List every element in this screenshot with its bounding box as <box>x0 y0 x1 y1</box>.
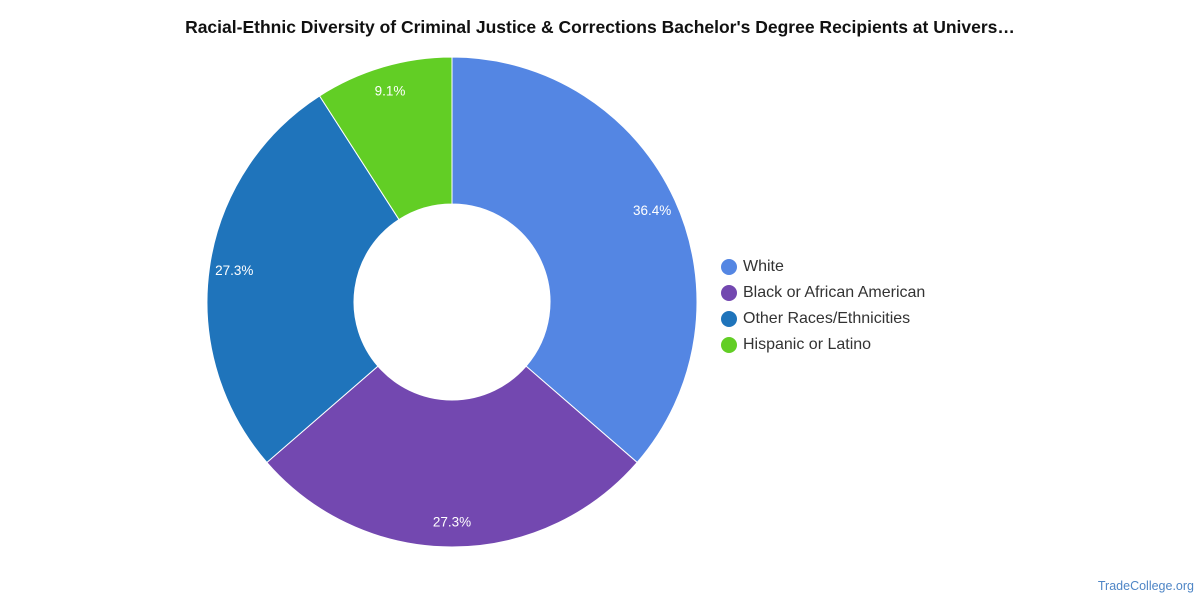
legend: White Black or African American Other Race… <box>721 254 925 358</box>
legend-label: White <box>743 258 784 275</box>
slice-white[interactable] <box>451 56 698 464</box>
slices-group <box>206 56 698 548</box>
legend-label: Other Races/Ethnicities <box>743 310 911 327</box>
slice-label-white: 36.4% <box>633 203 671 218</box>
slice-label-other-races-ethnicities: 27.3% <box>215 263 253 278</box>
slice-hispanic-or-latino[interactable] <box>318 56 453 221</box>
slice-label-black-or-african-american: 27.3% <box>433 515 471 530</box>
slice-labels-group: 36.4% 27.3% 27.3% 9.1% <box>215 83 671 529</box>
slice-label-hispanic-or-latino: 9.1% <box>375 83 406 98</box>
legend-swatch-icon <box>721 337 737 353</box>
legend-swatch-icon <box>721 285 737 301</box>
legend-item-black-or-african-american[interactable]: Black or African American <box>721 280 925 306</box>
legend-item-white[interactable]: White <box>721 254 925 280</box>
legend-swatch-icon <box>721 259 737 275</box>
chart-title: Racial-Ethnic Diversity of Criminal Just… <box>185 17 1015 37</box>
slice-other-races-ethnicities[interactable] <box>206 95 400 464</box>
legend-label: Hispanic or Latino <box>743 336 872 353</box>
legend-label: Black or African American <box>743 284 926 301</box>
legend-item-hispanic-or-latino[interactable]: Hispanic or Latino <box>721 332 925 358</box>
source-credit[interactable]: TradeCollege.org <box>1097 579 1194 593</box>
slice-black-or-african-american[interactable] <box>266 365 638 548</box>
legend-swatch-icon <box>721 311 737 327</box>
legend-item-other-races-ethnicities[interactable]: Other Races/Ethnicities <box>721 306 925 332</box>
